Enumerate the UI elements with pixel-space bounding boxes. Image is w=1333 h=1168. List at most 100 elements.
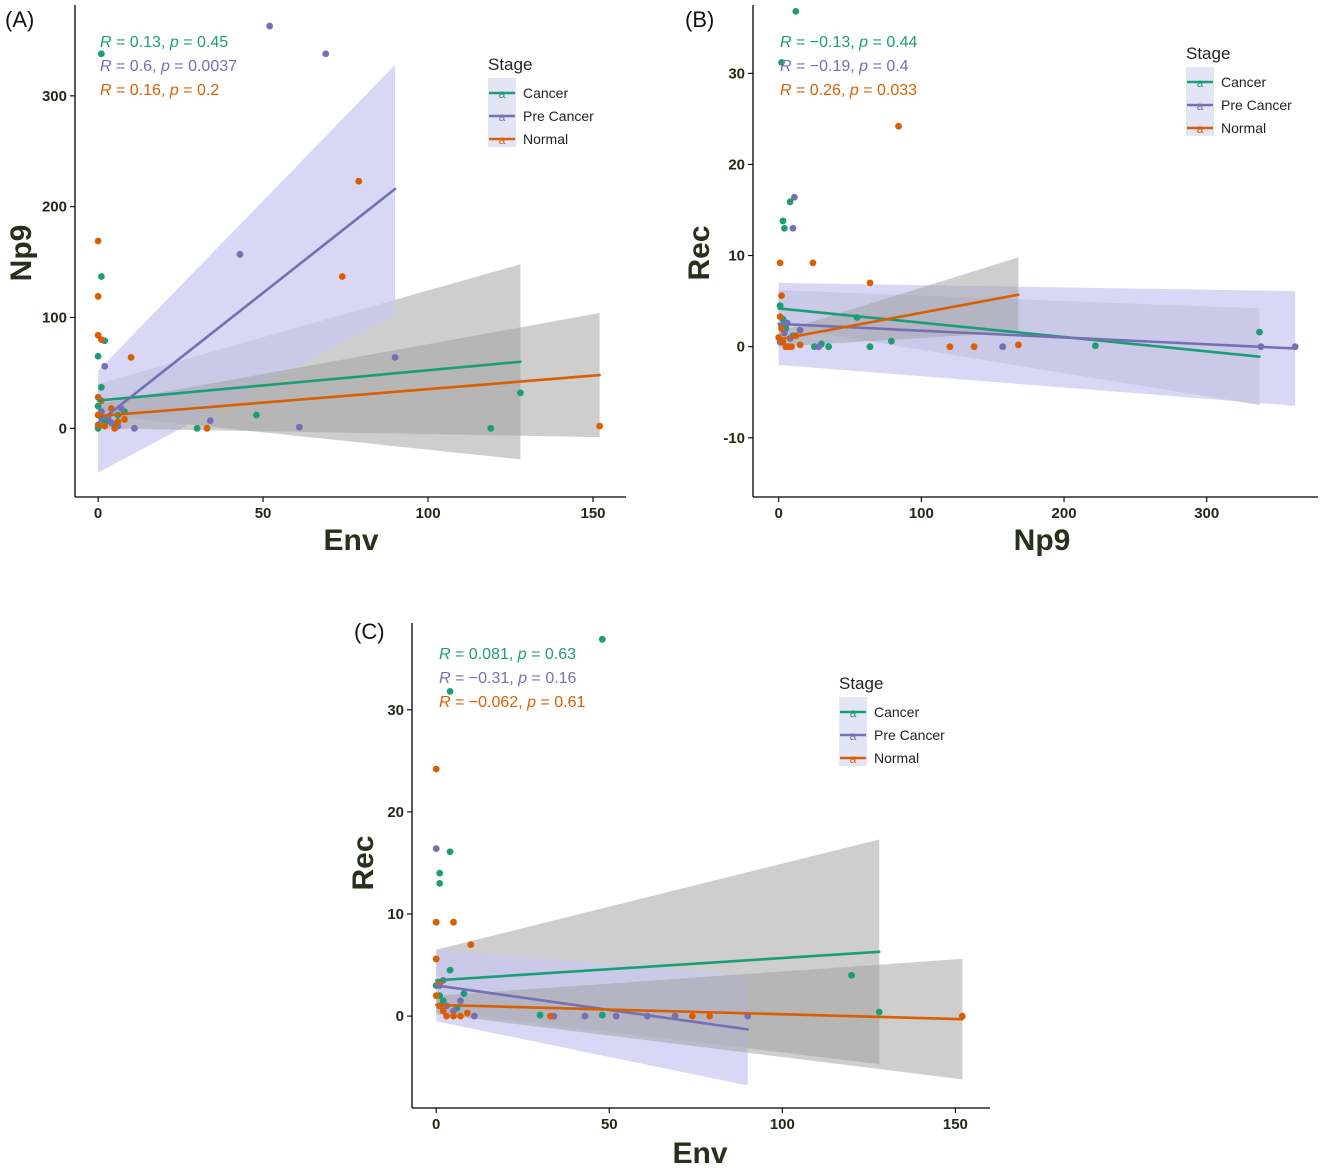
panel-b-ribbon-normal — [778, 257, 1019, 347]
panel-a-annotation-pre-cancer: R = 0.6, p = 0.0037 — [100, 58, 237, 75]
panel-b-point-normal — [970, 343, 978, 351]
panel-a-legend-label-cancer: Cancer — [523, 85, 568, 101]
panel-a-annotation-cancer: R = 0.13, p = 0.45 — [100, 34, 228, 51]
panel-a-point-cancer — [97, 50, 105, 58]
panel-a-x-axis-title: Env — [323, 524, 378, 557]
panel-c: (C) 0 50 100 150 0 10 20 30 R = 0.081, p = 0.63… — [347, 619, 990, 1168]
panel-b-legend-label-normal: Normal — [1221, 120, 1266, 136]
panel-c-y-axis-title: Rec — [347, 835, 380, 890]
panel-b-x-tick-label: 300 — [1194, 505, 1219, 522]
panel-c-point-cancer — [446, 966, 454, 974]
panel-a-point-cancer — [97, 273, 105, 280]
panel-c-point-normal — [463, 1009, 471, 1017]
panel-c-annotations: R = 0.081, p = 0.63 R = −0.31, p = 0.16 R … — [439, 646, 585, 711]
panel-c-point-pre-cancer — [450, 1007, 457, 1015]
panel-c-y-tick-label: 10 — [387, 906, 404, 923]
panel-c-point-cancer — [436, 869, 444, 877]
panel-c-point-cancer — [446, 688, 454, 695]
panel-a-x-tick-label: 100 — [416, 505, 441, 522]
panel-c-point-cancer — [439, 997, 447, 1005]
panel-a-legend-glyph-cancer: a — [499, 87, 506, 101]
panel-b-x-tick-label: 100 — [909, 505, 934, 522]
panel-b-point-pre-cancer — [796, 326, 804, 334]
panel-b-point-normal — [785, 343, 793, 351]
panel-b-annotation-cancer: R = −0.13, p = 0.44 — [780, 34, 918, 51]
panel-c-y-tick-label: 30 — [387, 702, 404, 719]
panel-b-x-axis-title: Np9 — [1014, 524, 1071, 557]
panel-a-point-cancer — [487, 424, 495, 432]
panel-b-point-normal — [866, 279, 874, 287]
panel-a: (A) 0 50 100 150 0 100 200 300 R = 0.13, p = 0.… — [5, 5, 626, 557]
panel-c-point-cancer — [536, 1011, 544, 1019]
panel-c-x-axis-title: Env — [672, 1137, 727, 1168]
panel-c-ribbon-normal — [436, 958, 963, 1080]
panel-a-x-tick-label: 150 — [580, 505, 605, 522]
panel-c-legend-glyph-pre-cancer: a — [850, 729, 857, 743]
panel-b-point-pre-cancer — [815, 343, 823, 351]
panel-c-point-cancer — [436, 879, 444, 887]
panel-a-y-tick-label: 300 — [42, 88, 67, 105]
panel-c-point-pre-cancer — [457, 997, 464, 1005]
panel-c-y-tick-label: 0 — [396, 1008, 404, 1025]
panel-c-fit-line-cancer — [434, 950, 881, 982]
panel-c-point-pre-cancer — [432, 845, 440, 853]
panel-c-point-normal — [439, 1007, 447, 1015]
panel-b-label: (B) — [685, 7, 714, 32]
panel-b-legend-glyph-cancer: a — [1197, 76, 1204, 90]
panel-c-x-tick-label: 150 — [943, 1116, 968, 1133]
panel-b-fit-lines — [777, 293, 1297, 358]
panel-a-point-pre-cancer — [236, 250, 244, 258]
panel-c-fit-line-pre-cancer — [434, 984, 750, 1031]
panel-a-point-pre-cancer — [266, 22, 274, 30]
panel-a-y-axis-title: Np9 — [5, 225, 38, 282]
panel-a-point-normal — [111, 424, 118, 432]
panel-b-y-tick-label: -10 — [723, 430, 745, 447]
panel-b-y-axis-title: Rec — [683, 225, 716, 280]
panel-a-point-normal — [94, 421, 102, 429]
panel-c-legend-label-normal: Normal — [874, 750, 919, 766]
panel-c-point-normal — [450, 918, 457, 926]
panel-c-label: (C) — [354, 619, 385, 644]
panel-a-fit-line-pre-cancer — [96, 187, 397, 425]
panel-b-point-pre-cancer — [999, 343, 1007, 351]
panel-a-axes: 0 50 100 150 0 100 200 300 — [42, 5, 626, 522]
panel-a-point-pre-cancer — [391, 353, 399, 361]
panel-a-annotation-normal: R = 0.16, p = 0.2 — [100, 82, 219, 99]
panel-a-legend: Stage a Cancer a Pre Cancer a Normal — [488, 55, 594, 147]
panel-a-point-normal — [596, 422, 604, 430]
panel-c-point-pre-cancer — [612, 1012, 620, 1020]
panel-c-point-normal — [688, 1012, 696, 1020]
panel-a-legend-title: Stage — [488, 55, 532, 74]
panel-a-point-cancer — [517, 389, 524, 397]
panel-b-legend-title: Stage — [1186, 44, 1230, 63]
panel-b-point-cancer — [866, 343, 874, 351]
panel-c-point-cancer — [460, 990, 468, 998]
panel-b-point-normal — [796, 341, 804, 349]
panel-a-legend-key-background — [488, 78, 516, 147]
panel-b-point-cancer — [792, 7, 800, 15]
panel-b-fit-line-pre-cancer — [777, 322, 1297, 350]
panel-a-point-pre-cancer — [107, 419, 115, 427]
panel-a-point-normal — [97, 336, 105, 344]
panel-c-point-normal — [547, 1012, 554, 1020]
panel-c-y-tick-label: 20 — [387, 804, 404, 821]
panel-a-point-normal — [94, 293, 102, 300]
panel-b-point-cancer — [1256, 328, 1263, 336]
panel-c-annotation-cancer: R = 0.081, p = 0.63 — [439, 646, 576, 663]
panel-c-legend-title: Stage — [839, 674, 883, 693]
panel-b-annotations: R = −0.13, p = 0.44 R = −0.19, p = 0.4 R =… — [780, 34, 918, 99]
panel-a-point-normal — [121, 416, 128, 423]
panel-b-point-cancer — [780, 224, 788, 232]
panel-a-point-pre-cancer — [101, 362, 109, 370]
panel-a-point-pre-cancer — [322, 50, 330, 58]
panel-a-fit-lines — [96, 187, 601, 425]
panel-b-point-normal — [778, 325, 785, 332]
panel-a-point-cancer — [97, 383, 105, 391]
panel-a-point-pre-cancer — [206, 417, 214, 424]
panel-b-point-cancer — [786, 198, 794, 206]
panel-a-fit-line-normal — [96, 373, 601, 418]
panel-c-point-normal — [432, 992, 440, 1000]
panel-a-x-tick-label: 0 — [94, 505, 102, 522]
panel-a-point-cancer — [253, 411, 260, 419]
panel-c-x-tick-label: 50 — [601, 1116, 618, 1133]
